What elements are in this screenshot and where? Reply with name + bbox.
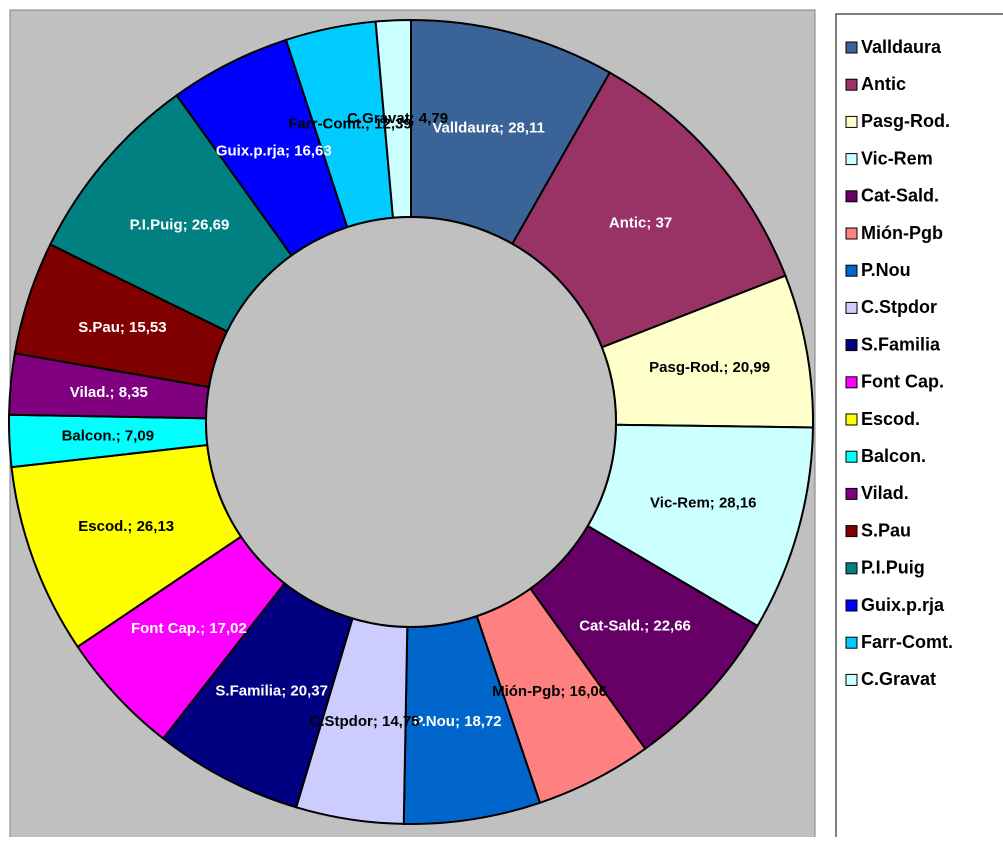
legend-swatch bbox=[845, 599, 858, 612]
data-label: Escod.; 26,13 bbox=[78, 518, 174, 535]
legend-label: S.Familia bbox=[861, 334, 941, 354]
legend-swatch bbox=[845, 673, 858, 686]
data-label: C.Gravat; 4,79 bbox=[347, 110, 448, 127]
legend-label: Farr-Comt. bbox=[861, 632, 953, 652]
legend-label: Mión-Pgb bbox=[861, 223, 943, 243]
legend-swatch bbox=[845, 636, 858, 649]
data-label: Vic-Rem; 28,16 bbox=[650, 495, 756, 512]
legend-swatch bbox=[845, 227, 858, 240]
legend-label: S.Pau bbox=[861, 520, 911, 540]
data-label: P.I.Puig; 26,69 bbox=[130, 217, 230, 234]
data-label: Balcon.; 7,09 bbox=[62, 427, 155, 444]
legend-label: Cat-Sald. bbox=[861, 186, 939, 206]
legend-label: Font Cap. bbox=[861, 372, 944, 392]
legend-label: Pasg-Rod. bbox=[861, 111, 950, 131]
data-label: S.Pau; 15,53 bbox=[78, 319, 166, 336]
legend-label: Balcon. bbox=[861, 446, 926, 466]
legend-label: C.Stpdor bbox=[861, 297, 937, 317]
legend-label: Vic-Rem bbox=[861, 148, 933, 168]
legend-label: Escod. bbox=[861, 409, 920, 429]
legend-swatch bbox=[845, 525, 858, 538]
doughnut-hole bbox=[205, 216, 617, 628]
data-label: Valldaura; 28,11 bbox=[432, 120, 545, 137]
data-label: Cat-Sald.; 22,66 bbox=[579, 618, 691, 635]
legend-swatch bbox=[845, 562, 858, 575]
data-label: C.Stpdor; 14,75 bbox=[310, 713, 420, 730]
data-label: Antic; 37 bbox=[609, 214, 672, 231]
data-label: Font Cap.; 17,02 bbox=[131, 620, 247, 637]
legend-box bbox=[835, 13, 1003, 842]
data-label: P.Nou; 18,72 bbox=[414, 713, 502, 730]
legend-swatch bbox=[845, 153, 858, 166]
legend-swatch bbox=[845, 301, 858, 314]
data-label: Farr-Comt.; 12,39 bbox=[288, 116, 411, 133]
legend-swatch bbox=[845, 115, 858, 128]
legend-label: C.Gravat bbox=[861, 669, 936, 689]
legend-swatch bbox=[845, 78, 858, 91]
legend-swatch bbox=[845, 41, 858, 54]
legend-swatch bbox=[845, 487, 858, 500]
legend-swatch bbox=[845, 413, 858, 426]
legend-swatch bbox=[845, 339, 858, 352]
data-label: S.Familia; 20,37 bbox=[215, 683, 328, 700]
data-label: Mión-Pgb; 16,06 bbox=[492, 683, 607, 700]
legend-swatch bbox=[845, 450, 858, 463]
legend-swatch bbox=[845, 376, 858, 389]
legend-label: P.Nou bbox=[861, 260, 911, 280]
legend-label: P.I.Puig bbox=[861, 558, 925, 578]
legend-label: Valldaura bbox=[861, 37, 942, 57]
data-label: Vilad.; 8,35 bbox=[70, 384, 148, 401]
data-label: Pasg-Rod.; 20,99 bbox=[649, 359, 770, 376]
legend-swatch bbox=[845, 190, 858, 203]
legend-label: Vilad. bbox=[861, 483, 909, 503]
data-label: Guix.p.rja; 16,63 bbox=[216, 142, 332, 159]
legend-label: Antic bbox=[861, 74, 906, 94]
legend-label: Guix.p.rja bbox=[861, 595, 945, 615]
legend-swatch bbox=[845, 264, 858, 277]
